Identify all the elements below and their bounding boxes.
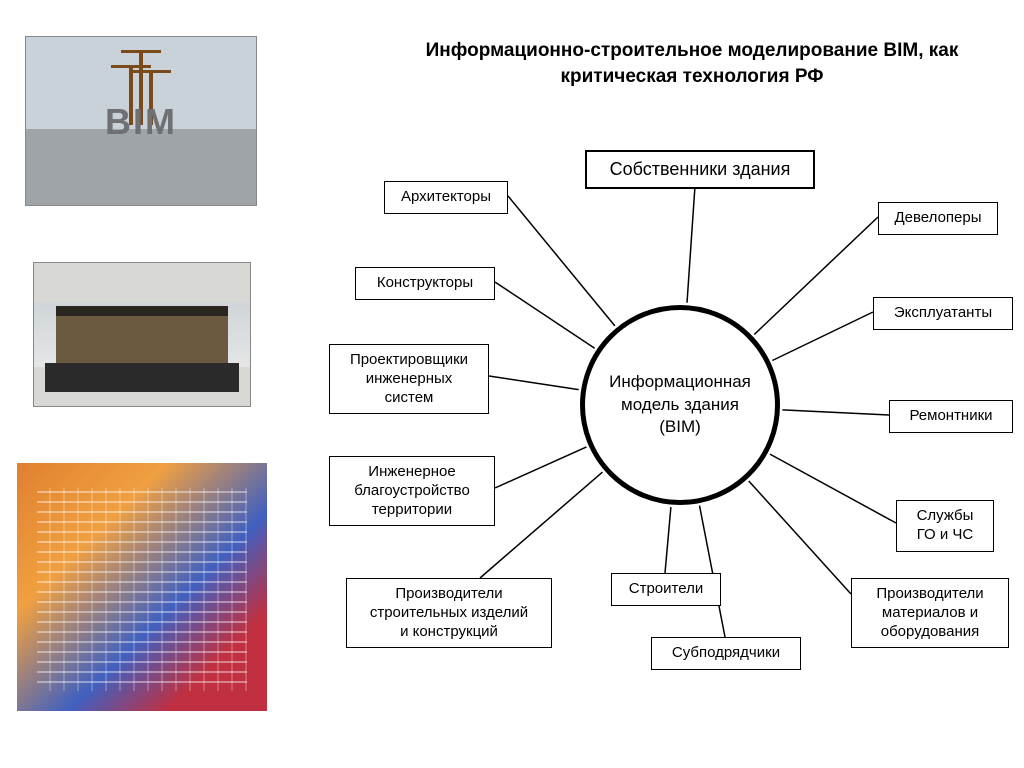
node-label: Субподрядчики — [672, 644, 780, 663]
node-label: Службы ГО и ЧС — [917, 507, 974, 545]
spoke-line — [495, 447, 586, 488]
node-operators: Эксплуатанты — [873, 297, 1013, 330]
node-emergency: Службы ГО и ЧС — [896, 500, 994, 552]
node-label: Девелоперы — [895, 209, 982, 228]
node-subcontract: Субподрядчики — [651, 637, 801, 670]
spoke-line — [754, 217, 878, 334]
spoke-line — [495, 282, 595, 348]
node-engdesign: Проектировщики инженерных систем — [329, 344, 489, 414]
node-developers: Девелоперы — [878, 202, 998, 235]
node-label: Строители — [629, 580, 703, 599]
node-label: Инженерное благоустройство территории — [354, 463, 470, 519]
building-shape — [56, 306, 229, 370]
node-label: Эксплуатанты — [894, 304, 992, 323]
bim-letters: BIM — [26, 101, 256, 143]
spoke-line — [770, 454, 896, 523]
node-label: Собственники здания — [610, 158, 791, 181]
node-repair: Ремонтники — [889, 400, 1013, 433]
node-label: Архитекторы — [401, 188, 491, 207]
spoke-line — [749, 481, 851, 594]
spoke-line — [782, 410, 889, 415]
spoke-line — [665, 507, 671, 573]
center-label: Информационная модель здания (BIM) — [609, 371, 751, 440]
bim-diagram: Информационная модель здания (BIM) Собст… — [285, 130, 1020, 750]
spoke-line — [480, 472, 602, 578]
spoke-line — [700, 506, 725, 637]
structure-grid — [37, 488, 247, 691]
node-builders: Строители — [611, 573, 721, 606]
node-manufprod: Производители строительных изделий и кон… — [346, 578, 552, 648]
center-node: Информационная модель здания (BIM) — [580, 305, 780, 505]
node-label: Производители строительных изделий и кон… — [370, 585, 528, 641]
node-label: Ремонтники — [909, 407, 992, 426]
spoke-line — [508, 196, 615, 326]
spoke-line — [772, 312, 873, 361]
page-title: Информационно-строительное моделирование… — [370, 38, 1014, 89]
image-building — [33, 262, 251, 407]
node-constructors: Конструкторы — [355, 267, 495, 300]
node-landscaping: Инженерное благоустройство территории — [329, 456, 495, 526]
image-bim-cranes: BIM — [25, 36, 257, 206]
image-structure — [17, 463, 267, 711]
glass-base — [45, 363, 239, 392]
node-manufmat: Производители материалов и оборудования — [851, 578, 1009, 648]
spoke-line — [687, 186, 695, 303]
spoke-line — [489, 376, 579, 390]
node-owners: Собственники здания — [585, 150, 815, 189]
node-label: Конструкторы — [377, 274, 473, 293]
node-label: Производители материалов и оборудования — [876, 585, 983, 641]
node-label: Проектировщики инженерных систем — [350, 351, 468, 407]
node-architects: Архитекторы — [384, 181, 508, 214]
